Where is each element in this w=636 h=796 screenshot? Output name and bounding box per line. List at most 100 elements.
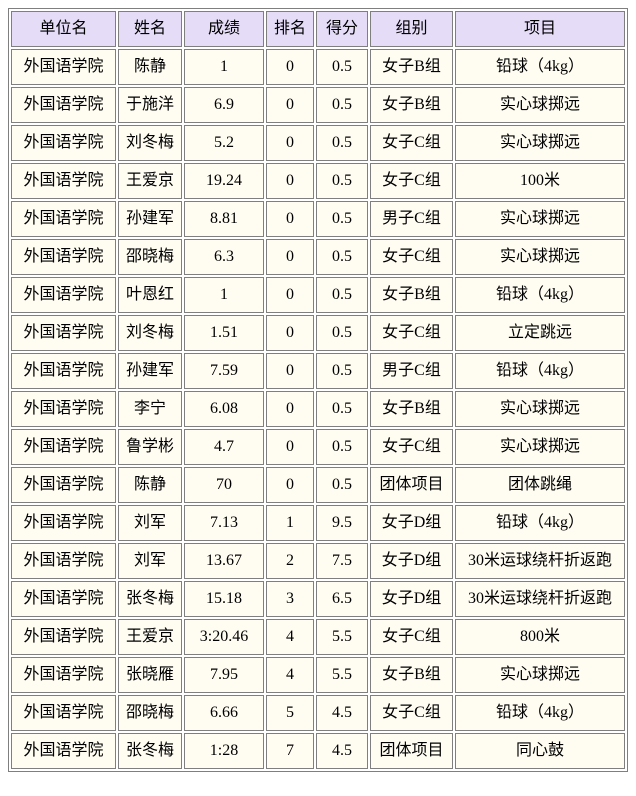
cell-score: 13.67 (184, 543, 264, 579)
table-row: 外国语学院 刘冬梅 5.2 0 0.5 女子C组 实心球掷远 (11, 125, 625, 161)
cell-event: 实心球掷远 (455, 239, 625, 275)
cell-score: 6.9 (184, 87, 264, 123)
cell-rank: 4 (266, 619, 314, 655)
cell-points: 9.5 (316, 505, 368, 541)
cell-score: 1:28 (184, 733, 264, 769)
cell-score: 1 (184, 277, 264, 313)
cell-unit: 外国语学院 (11, 543, 116, 579)
table-row: 外国语学院 鲁学彬 4.7 0 0.5 女子C组 实心球掷远 (11, 429, 625, 465)
cell-rank: 0 (266, 277, 314, 313)
cell-unit: 外国语学院 (11, 657, 116, 693)
cell-unit: 外国语学院 (11, 163, 116, 199)
cell-points: 0.5 (316, 467, 368, 503)
table-body: 外国语学院 陈静 1 0 0.5 女子B组 铅球（4kg） 外国语学院 于施洋 6.9 0 0.5 女子… (11, 49, 625, 769)
cell-rank: 3 (266, 581, 314, 617)
cell-group: 女子C组 (370, 239, 453, 275)
cell-unit: 外国语学院 (11, 581, 116, 617)
cell-score: 8.81 (184, 201, 264, 237)
cell-rank: 0 (266, 467, 314, 503)
cell-rank: 7 (266, 733, 314, 769)
cell-group: 女子B组 (370, 391, 453, 427)
cell-rank: 0 (266, 125, 314, 161)
cell-unit: 外国语学院 (11, 87, 116, 123)
cell-rank: 0 (266, 239, 314, 275)
cell-group: 女子D组 (370, 543, 453, 579)
column-header-points: 得分 (316, 11, 368, 47)
cell-unit: 外国语学院 (11, 353, 116, 389)
cell-points: 6.5 (316, 581, 368, 617)
cell-group: 女子C组 (370, 695, 453, 731)
table-row: 外国语学院 刘军 13.67 2 7.5 女子D组 30米运球绕杆折返跑 (11, 543, 625, 579)
cell-event: 铅球（4kg） (455, 49, 625, 85)
cell-rank: 0 (266, 87, 314, 123)
cell-points: 0.5 (316, 87, 368, 123)
cell-group: 女子B组 (370, 87, 453, 123)
cell-unit: 外国语学院 (11, 201, 116, 237)
cell-rank: 4 (266, 657, 314, 693)
cell-unit: 外国语学院 (11, 125, 116, 161)
column-header-rank: 排名 (266, 11, 314, 47)
cell-name: 刘冬梅 (118, 315, 182, 351)
cell-group: 女子B组 (370, 657, 453, 693)
cell-group: 团体项目 (370, 467, 453, 503)
cell-name: 张冬梅 (118, 581, 182, 617)
cell-name: 陈静 (118, 49, 182, 85)
cell-points: 7.5 (316, 543, 368, 579)
cell-rank: 0 (266, 163, 314, 199)
table-row: 外国语学院 孙建军 7.59 0 0.5 男子C组 铅球（4kg） (11, 353, 625, 389)
cell-event: 团体跳绳 (455, 467, 625, 503)
table-row: 外国语学院 邵晓梅 6.3 0 0.5 女子C组 实心球掷远 (11, 239, 625, 275)
cell-name: 邵晓梅 (118, 239, 182, 275)
cell-group: 女子B组 (370, 277, 453, 313)
column-header-group: 组别 (370, 11, 453, 47)
cell-points: 0.5 (316, 201, 368, 237)
cell-unit: 外国语学院 (11, 277, 116, 313)
cell-group: 女子C组 (370, 125, 453, 161)
cell-name: 王爱京 (118, 619, 182, 655)
cell-unit: 外国语学院 (11, 733, 116, 769)
column-header-unit: 单位名 (11, 11, 116, 47)
cell-unit: 外国语学院 (11, 239, 116, 275)
table-row: 外国语学院 刘军 7.13 1 9.5 女子D组 铅球（4kg） (11, 505, 625, 541)
cell-group: 男子C组 (370, 353, 453, 389)
cell-name: 邵晓梅 (118, 695, 182, 731)
cell-event: 实心球掷远 (455, 391, 625, 427)
cell-name: 孙建军 (118, 353, 182, 389)
cell-event: 实心球掷远 (455, 429, 625, 465)
cell-name: 于施洋 (118, 87, 182, 123)
cell-score: 5.2 (184, 125, 264, 161)
cell-event: 铅球（4kg） (455, 505, 625, 541)
cell-score: 19.24 (184, 163, 264, 199)
cell-score: 6.08 (184, 391, 264, 427)
cell-group: 女子C组 (370, 163, 453, 199)
cell-event: 实心球掷远 (455, 125, 625, 161)
cell-group: 女子C组 (370, 315, 453, 351)
cell-name: 陈静 (118, 467, 182, 503)
cell-score: 3:20.46 (184, 619, 264, 655)
cell-points: 0.5 (316, 315, 368, 351)
cell-points: 4.5 (316, 695, 368, 731)
cell-score: 7.59 (184, 353, 264, 389)
cell-points: 0.5 (316, 391, 368, 427)
column-header-score: 成绩 (184, 11, 264, 47)
cell-name: 张冬梅 (118, 733, 182, 769)
table-row: 外国语学院 陈静 1 0 0.5 女子B组 铅球（4kg） (11, 49, 625, 85)
cell-group: 女子D组 (370, 505, 453, 541)
cell-name: 刘军 (118, 543, 182, 579)
cell-score: 1.51 (184, 315, 264, 351)
cell-name: 叶恩红 (118, 277, 182, 313)
cell-name: 刘冬梅 (118, 125, 182, 161)
cell-points: 0.5 (316, 49, 368, 85)
cell-group: 女子D组 (370, 581, 453, 617)
cell-rank: 0 (266, 49, 314, 85)
cell-rank: 2 (266, 543, 314, 579)
cell-event: 铅球（4kg） (455, 695, 625, 731)
cell-rank: 5 (266, 695, 314, 731)
cell-points: 5.5 (316, 657, 368, 693)
cell-rank: 0 (266, 391, 314, 427)
cell-group: 团体项目 (370, 733, 453, 769)
table-row: 外国语学院 于施洋 6.9 0 0.5 女子B组 实心球掷远 (11, 87, 625, 123)
cell-event: 30米运球绕杆折返跑 (455, 581, 625, 617)
cell-points: 0.5 (316, 125, 368, 161)
table-header-row: 单位名 姓名 成绩 排名 得分 组别 项目 (11, 11, 625, 47)
